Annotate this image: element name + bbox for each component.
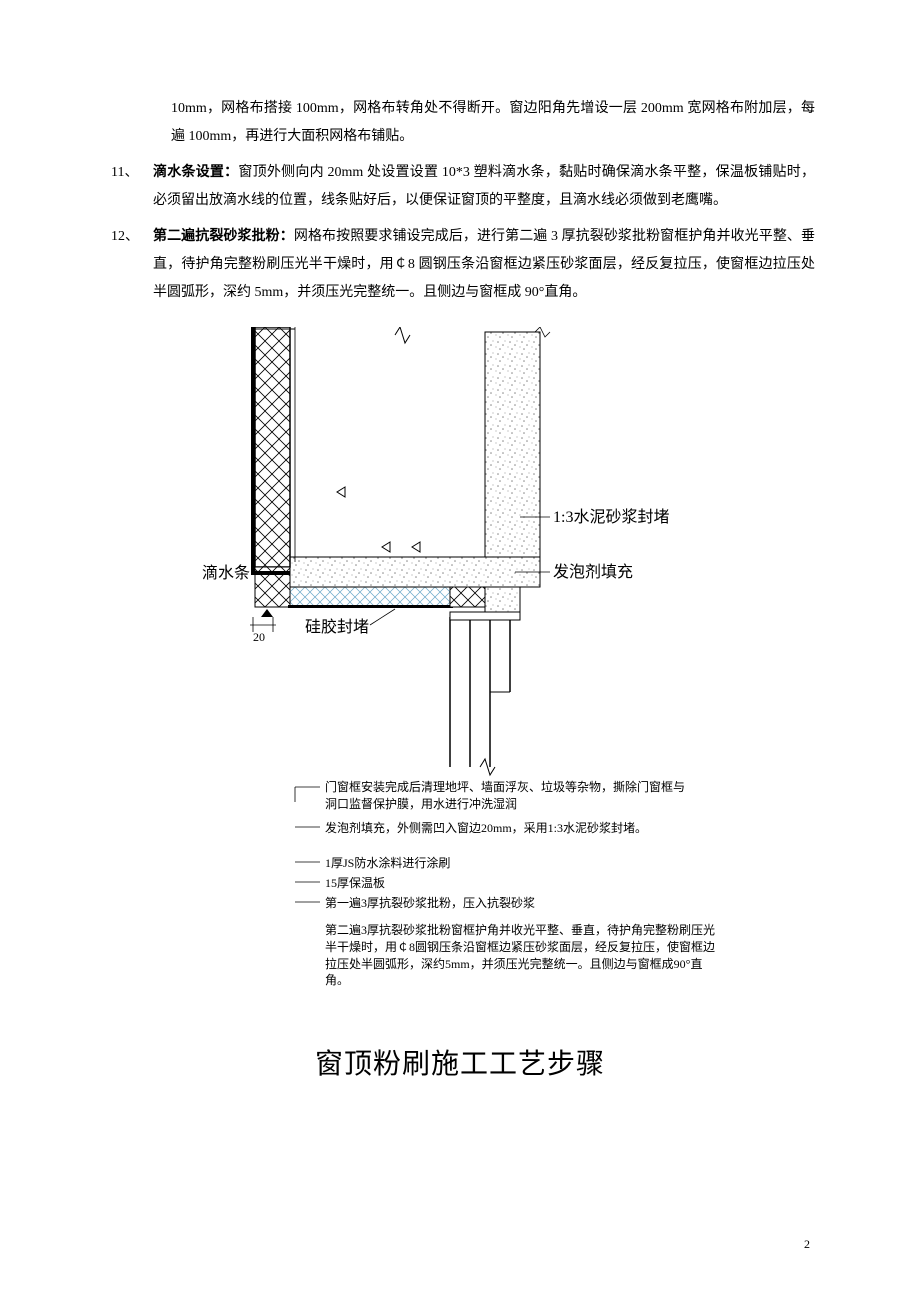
- label-dim-20: 20: [253, 629, 265, 646]
- list-item-11: 11、 滴水条设置：窗顶外侧向内 20mm 处设置设置 10*3 塑料滴水条，黏…: [105, 159, 815, 215]
- list-body-11: 滴水条设置：窗顶外侧向内 20mm 处设置设置 10*3 塑料滴水条，黏贴时确保…: [153, 159, 815, 215]
- item11-title: 滴水条设置：: [153, 165, 238, 180]
- label-drip-strip: 滴水条: [170, 563, 250, 585]
- continuation-paragraph: 10mm，网格布搭接 100mm，网格布转角处不得断开。窗边阳角先增设一层 20…: [105, 95, 815, 151]
- label-foam-fill: 发泡剂填充: [553, 562, 633, 584]
- legend-item-1: 门窗框安装完成后清理地坪、墙面浮灰、垃圾等杂物，撕除门窗框与洞口监督保护膜，用水…: [325, 779, 685, 813]
- label-silicone: 硅胶封堵: [305, 617, 369, 639]
- legend-item-3: 1厚JS防水涂料进行涂刷: [325, 855, 705, 872]
- legend-item-4: 15厚保温板: [325, 875, 705, 892]
- item11-text: 窗顶外侧向内 20mm 处设置设置 10*3 塑料滴水条，黏贴时确保滴水条平整，…: [153, 165, 815, 208]
- list-body-12: 第二遍抗裂砂浆批粉：网格布按照要求铺设完成后，进行第二遍 3 厚抗裂砂浆批粉窗框…: [153, 223, 815, 307]
- diagram-title: 窗顶粉刷施工工艺步骤: [105, 1042, 815, 1082]
- list-item-12: 12、 第二遍抗裂砂浆批粉：网格布按照要求铺设完成后，进行第二遍 3 厚抗裂砂浆…: [105, 223, 815, 307]
- label-cement-mortar: 1:3水泥砂浆封堵: [553, 507, 669, 529]
- legend-item-2: 发泡剂填充，外侧需凹入窗边20mm，采用1:3水泥砂浆封堵。: [325, 820, 705, 837]
- list-number-12: 12、: [105, 223, 153, 307]
- legend-item-6: 第二遍3厚抗裂砂浆批粉窗框护角并收光平整、垂直，待护角完整粉刷压光半干燥时，用￠…: [325, 922, 715, 989]
- list-number-11: 11、: [105, 159, 153, 215]
- legend-item-5: 第一遍3厚抗裂砂浆批粉，压入抗裂砂浆: [325, 895, 705, 912]
- item12-title: 第二遍抗裂砂浆批粉：: [153, 229, 294, 244]
- construction-diagram: 滴水条 20 硅胶封堵 1:3水泥砂浆封堵 发泡剂填充 门窗框安装完成后清理地坪…: [195, 327, 725, 1027]
- page-number: 2: [804, 1237, 810, 1252]
